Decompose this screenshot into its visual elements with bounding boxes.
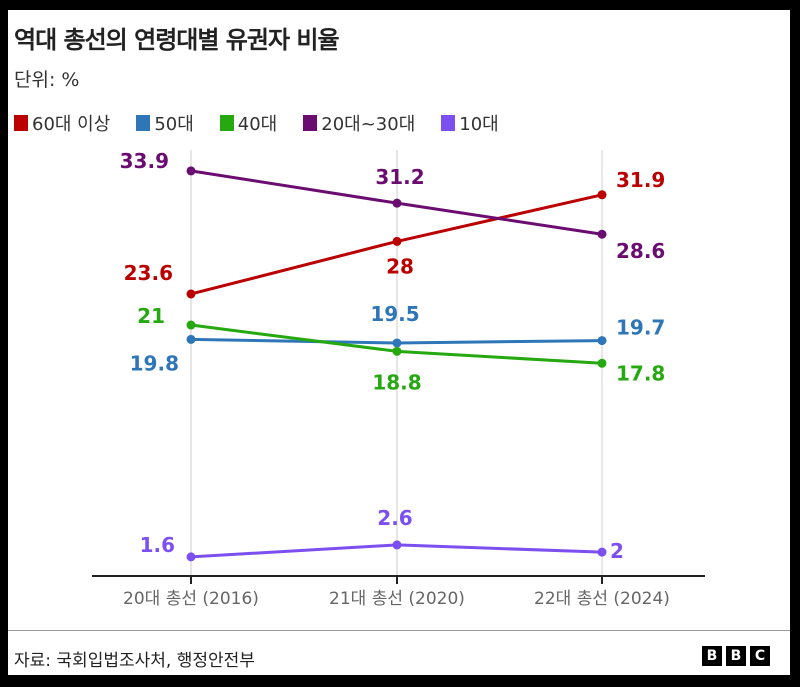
data-label: 2: [610, 539, 624, 563]
legend-label: 10대: [459, 114, 499, 135]
legend-item: 10대: [441, 110, 499, 136]
legend-item: 40대: [219, 110, 278, 136]
data-point: [597, 547, 607, 557]
data-point: [186, 552, 196, 562]
data-label: 33.9: [120, 149, 169, 173]
data-label: 19.8: [130, 351, 179, 375]
data-point: [392, 198, 402, 208]
data-label: 1.6: [140, 533, 175, 557]
x-tick-label: 20대 총선 (2016): [123, 589, 259, 609]
data-point: [186, 166, 196, 176]
data-label: 2.6: [377, 506, 412, 530]
chart-title: 역대 총선의 연령대별 유권자 비율: [14, 26, 340, 54]
line-chart: 20대 총선 (2016) 21대 총선 (2020) 22대 총선 (2024) 2…: [92, 149, 705, 609]
data-label: 31.2: [375, 165, 424, 189]
data-label: 19.7: [616, 316, 665, 340]
data-label: 17.8: [616, 361, 665, 385]
source-text: 자료: 국회입법조사처, 행정안전부: [14, 651, 255, 671]
data-label: 28.6: [616, 239, 665, 263]
x-tick-label: 22대 총선 (2024): [534, 589, 670, 609]
legend-swatch: [14, 115, 28, 131]
chart-card: 역대 총선의 연령대별 유권자 비율 단위: % 60대 이상 50대 40대 20대…: [8, 10, 790, 675]
legend-swatch: [303, 115, 318, 131]
data-label: 21: [137, 304, 165, 328]
legend-swatch: [219, 115, 234, 131]
data-label: 31.9: [616, 168, 665, 192]
legend: 60대 이상 50대 40대 20대~30대 10대: [14, 110, 499, 136]
data-point: [186, 289, 196, 299]
data-point: [597, 229, 607, 239]
legend-swatch: [136, 115, 151, 131]
data-point: [597, 190, 607, 200]
data-point: [392, 346, 402, 356]
legend-item: 20대~30대: [303, 110, 415, 136]
data-point: [392, 540, 402, 550]
data-point: [392, 236, 402, 246]
chart-subtitle: 단위: %: [14, 69, 80, 91]
legend-label: 20대~30대: [321, 114, 416, 135]
x-tick-label: 21대 총선 (2020): [329, 589, 465, 609]
data-point: [186, 334, 196, 344]
legend-label: 40대: [237, 114, 278, 135]
data-label: 23.6: [124, 261, 173, 285]
data-label: 19.5: [370, 302, 419, 326]
legend-swatch: [441, 115, 456, 131]
data-point: [186, 320, 196, 330]
data-point: [392, 338, 402, 348]
legend-label: 50대: [154, 114, 194, 135]
data-point: [597, 336, 607, 346]
footer-divider: [8, 630, 790, 631]
data-label: 18.8: [372, 370, 421, 394]
legend-item: 50대: [136, 110, 194, 136]
data-point: [597, 358, 607, 368]
legend-item: 60대 이상: [14, 110, 110, 136]
legend-label: 60대 이상: [32, 114, 111, 135]
data-label: 28: [386, 254, 414, 278]
